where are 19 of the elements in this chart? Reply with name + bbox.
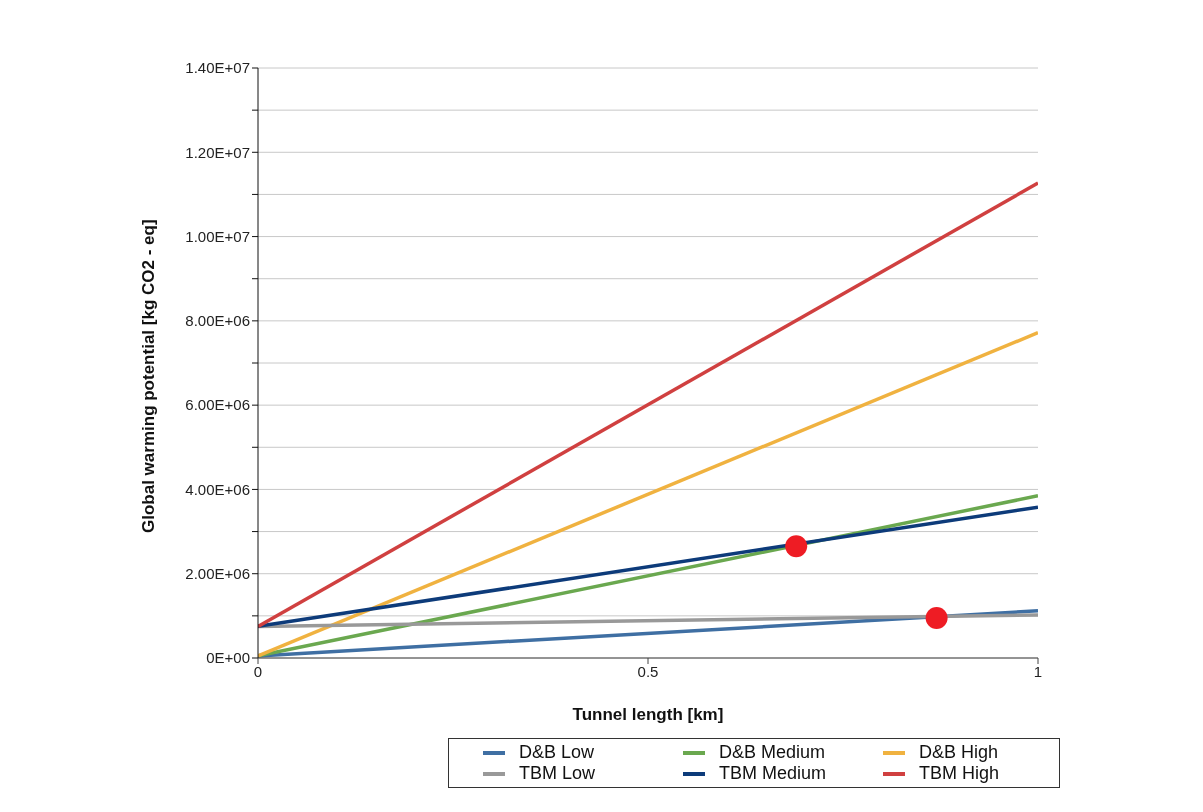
y-tick-label: 2.00E+06 (185, 565, 250, 583)
y-tick-label: 6.00E+06 (185, 396, 250, 414)
x-tick-label: 0 (253, 662, 263, 680)
legend-label: TBM High (919, 763, 1000, 784)
y-tick-label: 1.40E+07 (185, 59, 250, 77)
y-tick-label: 1.20E+07 (185, 143, 250, 161)
x-axis-title: Tunnel length [km] (572, 705, 724, 724)
y-tick-label: 8.00E+06 (185, 312, 250, 330)
x-tick-label: 1 (1033, 662, 1043, 680)
y-tick-label: 0E+00 (206, 649, 250, 667)
legend-label: TBM Low (519, 763, 596, 784)
y-tick-label: 1.00E+07 (185, 227, 250, 245)
legend-label: D&B High (919, 742, 999, 763)
y-tick-label: 4.00E+06 (185, 480, 250, 498)
y-axis-title: Global warming potential [kg CO2 - eq] (139, 219, 159, 533)
legend-label: TBM Medium (719, 763, 827, 784)
x-tick-label: 0.5 (637, 662, 659, 680)
legend-label: D&B Medium (719, 742, 826, 763)
legend-label: D&B Low (519, 742, 595, 763)
